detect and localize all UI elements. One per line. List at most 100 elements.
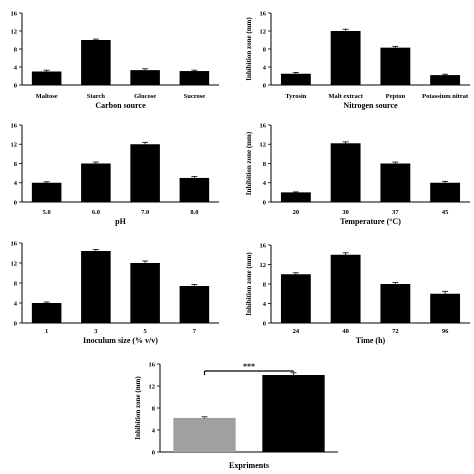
bar [262,375,325,452]
bar [130,144,160,202]
x-tick-label: 7.0 [141,209,149,216]
x-axis-title: Expriments [229,461,269,470]
x-tick-label: 96 [442,328,449,335]
chart-panel-7: 0 4 8 12 16 Expriments Inhibition zone (mm) *** [134,361,338,470]
error-bar [92,161,99,165]
significance-label: *** [243,362,255,371]
x-tick-label: 48 [342,328,349,335]
bar [130,263,160,323]
y-tick-label: 4 [14,300,18,307]
y-tick-label: 16 [260,10,267,17]
bar [179,177,210,202]
y-tick-label: 8 [152,405,156,412]
error-bar [292,191,299,193]
y-tick-label: 0 [14,199,17,206]
y-axis-title: Inhibition zone (mm) [245,131,253,195]
y-tick-label: 16 [260,242,267,249]
chart-panel-2: 0 4 8 12 16 Tyrosin Malt extract Pepton Potassiu… [245,10,470,110]
x-axis-title: Inoculum size (% v/v) [83,336,158,345]
y-tick-label: 0 [263,82,266,89]
bar [280,73,311,85]
bar [430,293,461,323]
bar [31,182,62,202]
x-tick-label: Tyrosin [285,93,306,100]
y-tick-label: 16 [11,10,18,17]
y-tick-label: 12 [11,142,18,149]
x-tick-label: 7 [193,328,197,335]
bar [130,70,160,85]
bar [380,284,411,323]
error-bar [442,290,449,297]
y-tick-label: 4 [152,427,156,434]
y-tick-label: 8 [14,280,18,287]
bar [179,71,210,85]
error-bar [201,416,208,419]
error-bar [43,69,50,73]
y-tick-label: 12 [11,260,18,267]
error-bar [92,38,99,41]
y-tick-label: 16 [149,361,156,368]
x-tick-label: 20 [293,209,300,216]
error-bar [392,45,399,49]
y-tick-label: 0 [263,199,266,206]
bar [430,182,461,202]
y-tick-label: 8 [14,46,18,53]
error-bar [342,252,349,257]
error-bar [92,249,99,253]
bar [31,71,62,85]
x-tick-label: Potassium nitrat [422,93,469,100]
error-bar [43,181,50,184]
chart-panel-4: 0 4 8 12 16 20 30 37 45 Temperature (°C) Inhibitio… [245,122,470,226]
bar [330,254,361,323]
x-tick-label: 24 [293,328,300,335]
x-tick-label: Glucose [134,93,156,100]
error-bar [342,141,349,145]
error-bar [342,28,349,33]
y-axis-title: Inhibition zone (mm) [134,376,142,440]
error-bar [292,72,299,76]
bar [179,286,210,323]
x-axis-title: Time (h) [356,336,386,345]
x-tick-label: 8.0 [190,209,198,216]
y-tick-label: 4 [14,180,18,187]
bar [173,417,236,452]
y-axis-title: Inhibition zone (mm) [245,252,253,316]
y-tick-label: 0 [14,82,17,89]
x-axis-title: Nitrogen source [343,101,398,110]
x-tick-label: Pepton [386,93,406,100]
x-tick-label: 30 [342,209,349,216]
chart-panel-5: 0 4 8 12 16 1 3 5 7 Inoculum size (% v/v) [11,240,219,345]
error-bar [142,260,149,265]
error-bar [392,282,399,286]
y-tick-label: 16 [260,122,267,129]
x-tick-label: Starch [87,93,106,100]
x-tick-label: 72 [392,328,399,335]
x-tick-label: 37 [392,209,399,216]
bar [81,163,111,202]
bar [330,31,361,85]
bar [31,303,62,323]
chart-panel-3: 0 4 8 12 16 5.0 6.0 7.0 8.0 pH [11,122,219,226]
significance-bracket [203,370,295,375]
x-tick-label: 3 [94,328,98,335]
bar [280,274,311,323]
error-bar [142,68,149,72]
error-bar [442,73,449,76]
x-axis-title: Temperature (°C) [340,217,401,226]
y-tick-label: 0 [263,320,266,327]
y-tick-label: 16 [11,240,18,247]
x-tick-label: Malt extract [328,93,363,100]
error-bar [43,301,50,304]
bar [280,192,311,202]
error-bar [292,272,299,276]
x-tick-label: 5.0 [43,209,51,216]
y-tick-label: 4 [263,180,267,187]
y-tick-label: 12 [11,28,18,35]
error-bar [191,284,198,288]
y-tick-label: 12 [149,383,156,390]
error-bar [191,176,198,180]
y-tick-label: 12 [260,28,267,35]
y-tick-label: 12 [260,142,267,149]
y-tick-label: 4 [263,301,267,308]
